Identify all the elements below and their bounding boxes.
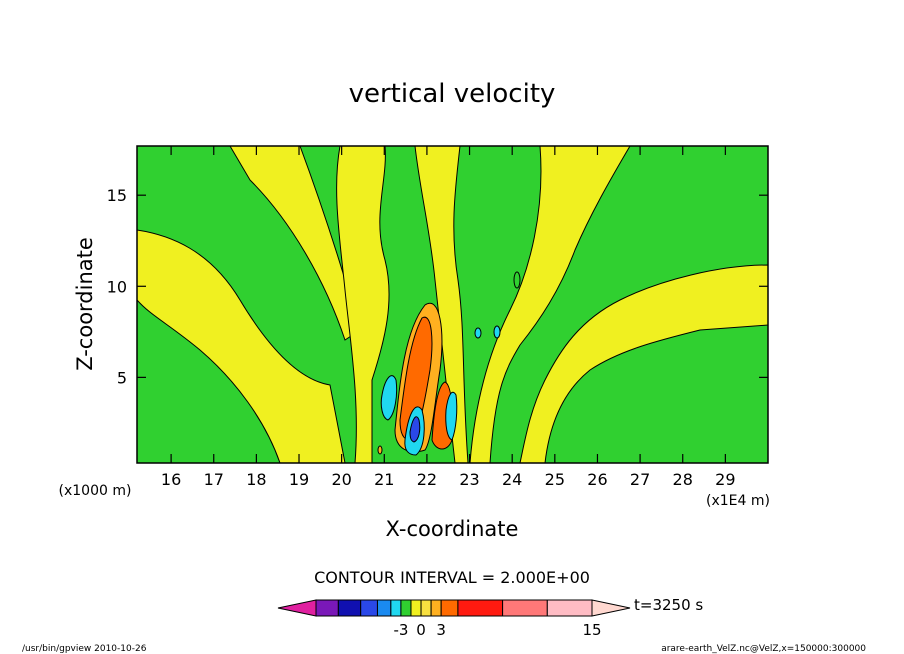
colorbar-swatch: [440, 599, 459, 617]
plot-area: [136, 145, 769, 464]
colorbar-swatch: [360, 599, 378, 617]
x-tick-label: 28: [673, 470, 693, 489]
small-cell-2: [493, 325, 501, 339]
colorbar-swatch: [337, 599, 362, 617]
y-tick-label: 15: [107, 186, 127, 205]
x-tick-label: 17: [204, 470, 224, 489]
x-tick-label: 21: [374, 470, 394, 489]
plot-frame: [136, 145, 769, 464]
colorbar-swatch-min: [277, 599, 317, 617]
x-tick-label: 19: [289, 470, 309, 489]
colorbar-swatch: [420, 599, 432, 617]
x-tick-label: 24: [502, 470, 522, 489]
small-cell-1: [474, 327, 482, 339]
colorbar-tick-label: -3: [393, 621, 408, 639]
x-tick-label: 18: [246, 470, 266, 489]
colorbar-swatch: [400, 599, 412, 617]
chart-title: vertical velocity: [349, 79, 556, 109]
downdraft-left: [380, 375, 398, 421]
downdraft-center-strong: [409, 416, 421, 443]
x-tick-label: 23: [459, 470, 479, 489]
footer-left: /usr/bin/gpview 2010-10-26: [22, 644, 147, 654]
colorbar-tick-label: 0: [416, 621, 426, 639]
x-axis: 16 17 18 19 20 21 22 23 24 25 26 27 28 29: [161, 146, 736, 489]
x-tick-label: 20: [331, 470, 351, 489]
colorbar-swatch: [410, 599, 422, 617]
x-tick-label: 16: [161, 470, 181, 489]
x-axis-label: X-coordinate: [386, 517, 519, 541]
x-tick-label: 29: [715, 470, 735, 489]
colorbar-tick-label: 3: [436, 621, 446, 639]
x-tick-label: 25: [545, 470, 565, 489]
x-unit-note: (x1E4 m): [706, 493, 770, 509]
x-tick-label: 27: [630, 470, 650, 489]
colorbar-swatch: [315, 599, 339, 617]
colorbar-swatch: [457, 599, 504, 617]
y-tick-label: 10: [107, 277, 127, 296]
contour-interval-label: CONTOUR INTERVAL = 2.000E+00: [314, 568, 590, 587]
colorbar-swatch: [390, 599, 402, 617]
x-tick-label: 26: [587, 470, 607, 489]
y-unit-note: (x1000 m): [59, 483, 132, 499]
contour-band-lower-right: [519, 264, 768, 463]
colorbar: -3 0 3 15: [277, 599, 631, 639]
colorbar-time-label: t=3250 s: [634, 596, 703, 614]
colorbar-swatch: [502, 599, 548, 617]
colorbar-swatch: [546, 599, 593, 617]
contour-field: [137, 146, 768, 463]
x-tick-label: 22: [417, 470, 437, 489]
footer-right: arare-earth_VelZ.nc@VelZ,x=150000:300000: [661, 644, 866, 654]
colorbar-swatch-max: [591, 599, 631, 617]
colorbar-swatch: [376, 599, 392, 617]
y-axis-label: Z-coordinate: [73, 237, 97, 371]
small-cell-4: [377, 445, 383, 455]
colorbar-swatch: [430, 599, 442, 617]
downdraft-right: [445, 391, 458, 441]
y-tick-label: 5: [117, 368, 127, 387]
contour-band-right: [469, 146, 631, 463]
contour-band-left: [137, 229, 346, 463]
contour-band-center-right: [414, 146, 469, 463]
colorbar-tick-label: 15: [582, 621, 601, 639]
small-cell-3: [513, 271, 521, 289]
y-axis: 5 10 15: [107, 186, 768, 387]
